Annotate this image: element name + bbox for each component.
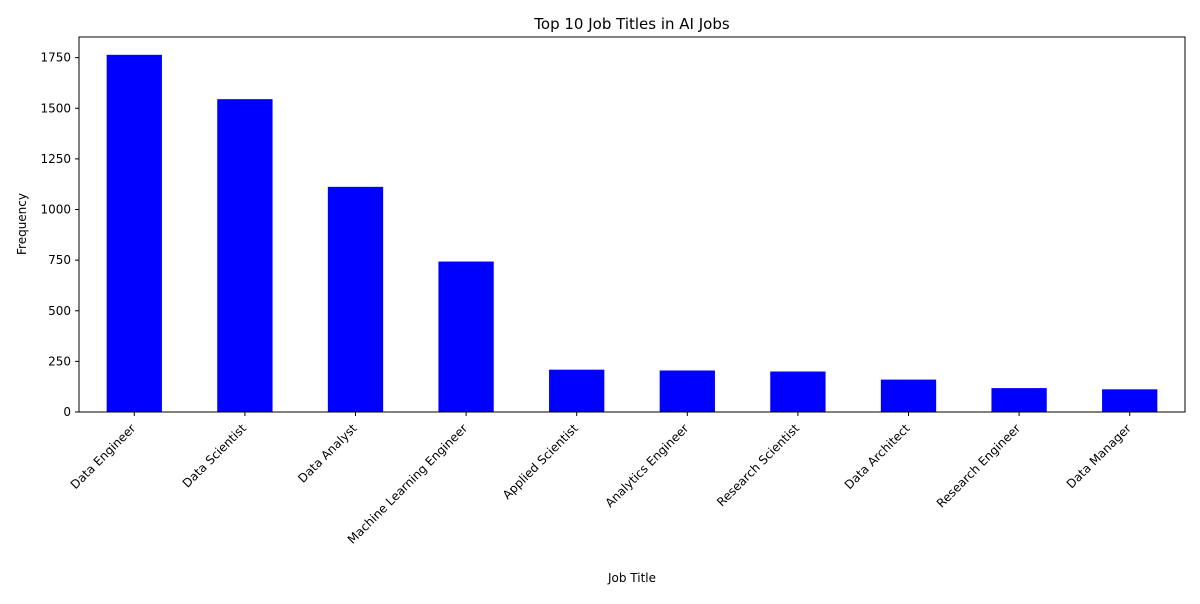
plot-frame (78, 36, 1186, 413)
x-tick-label: Data Engineer (68, 421, 139, 492)
bar-applied-scientist (549, 369, 605, 412)
y-axis-label: Frequency (15, 193, 29, 255)
y-tick-label: 250 (48, 354, 71, 368)
x-tick-label: Research Scientist (714, 421, 802, 509)
x-tick-label: Data Architect (842, 421, 913, 492)
bar-data-scientist (217, 99, 273, 412)
y-tick-label: 1750 (40, 51, 71, 65)
y-tick-label: 0 (63, 405, 71, 419)
bar-data-engineer (106, 54, 162, 412)
x-tick-label: Applied Scientist (500, 421, 581, 502)
y-tick-label: 750 (48, 253, 71, 267)
x-tick-label: Data Analyst (295, 421, 360, 486)
x-axis-ticks: Data Engineer Data Scientist Data AnalystM… (68, 412, 1134, 547)
bars-layer (106, 54, 1158, 412)
chart-title: Top 10 Job Titles in AI Jobs (533, 15, 730, 33)
y-tick-label: 1500 (40, 101, 71, 115)
y-tick-label: 500 (48, 304, 71, 318)
bar-research-scientist (770, 371, 826, 412)
bar-research-engineer (991, 388, 1047, 412)
y-tick-label: 1250 (40, 152, 71, 166)
x-tick-label: Analytics Engineer (603, 421, 692, 510)
x-axis-label: Job Title (607, 571, 656, 585)
y-tick-label: 1000 (40, 203, 71, 217)
bar-machine-learning-engineer (438, 261, 494, 412)
x-tick-label: Data Manager (1064, 421, 1134, 491)
x-tick-label: Data Scientist (180, 421, 250, 491)
bar-data-analyst (327, 186, 384, 412)
x-tick-label: Machine Learning Engineer (345, 421, 470, 546)
bar-data-architect (880, 379, 937, 412)
bar-data-manager (1102, 389, 1158, 412)
bar-analytics-engineer (659, 370, 715, 412)
y-axis-ticks: 0 250 500 750 1000 1250 1500 1750 (40, 51, 79, 419)
x-tick-label: Research Engineer (934, 421, 1023, 510)
